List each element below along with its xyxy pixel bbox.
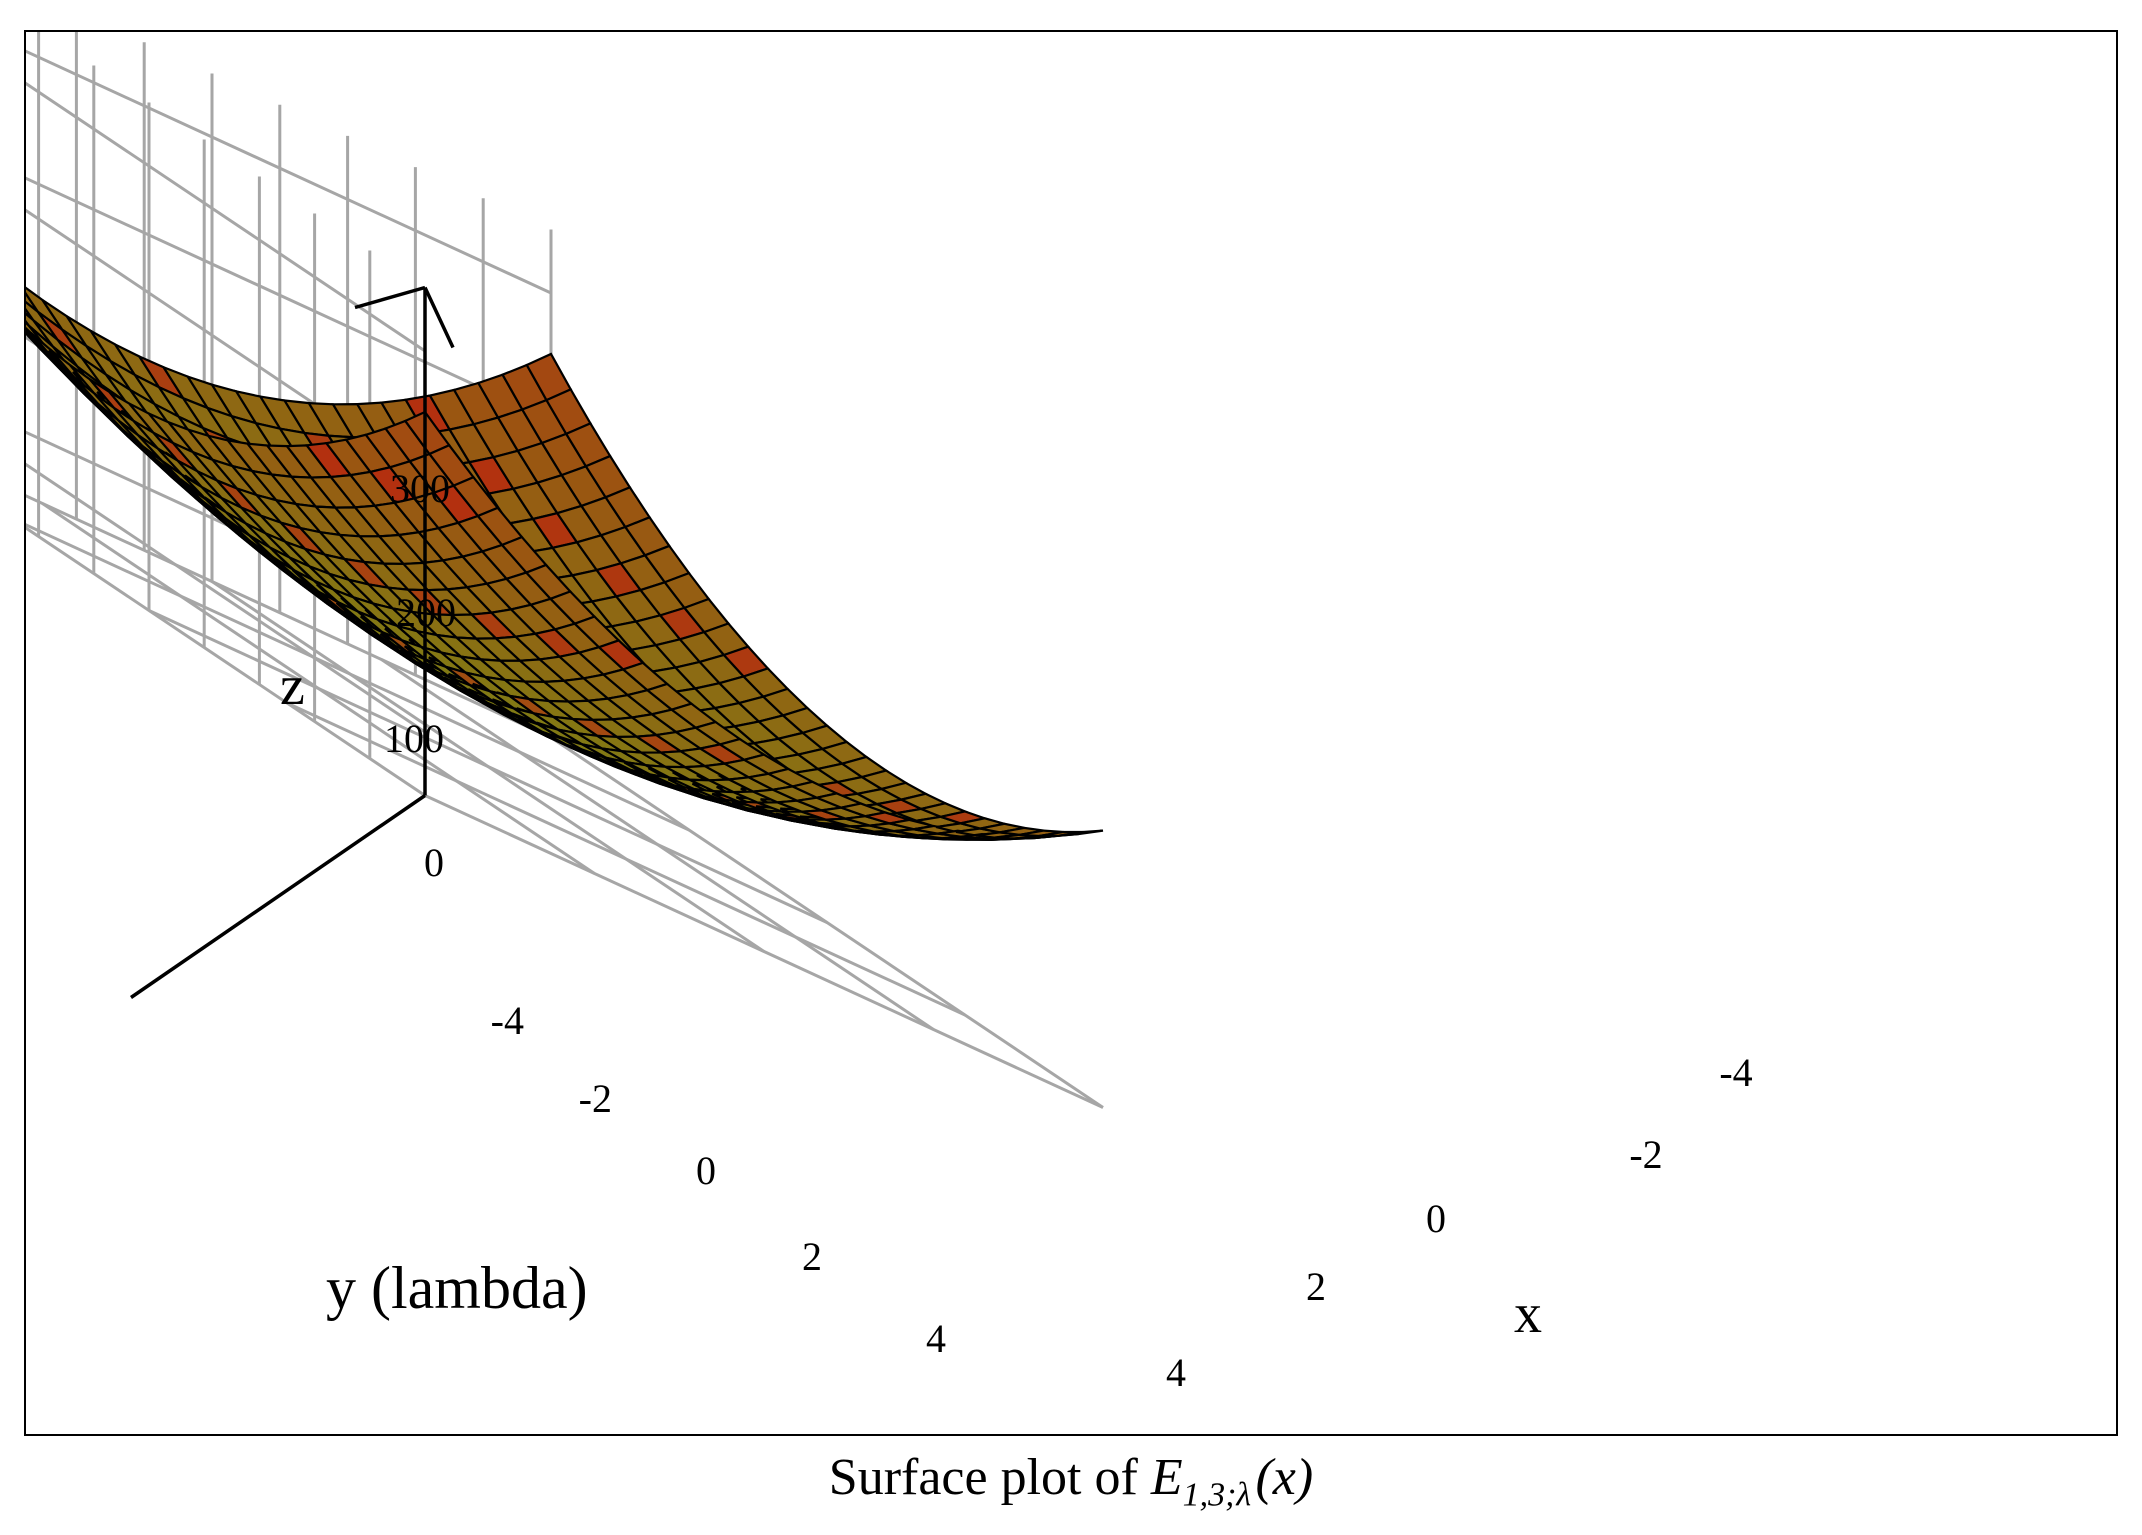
caption-symbol: E [1150, 1449, 1183, 1506]
caption-suffix: (x) [1255, 1449, 1314, 1506]
grid-line [380, 658, 935, 1031]
axes [130, 285, 455, 999]
grid-line [26, 176, 552, 480]
x-tick-label: 2 [1306, 1264, 1326, 1309]
grid-line [26, 49, 552, 353]
z-tick-label: 100 [384, 716, 444, 761]
y-tick-label: -2 [579, 1076, 612, 1121]
surface-plot: 0 100 200 300 -4 -2 0 2 4 -4 -2 0 2 4 z y (lambda) x [26, 32, 1753, 1395]
surface-mesh [26, 286, 1104, 841]
x-axis-label: x [1514, 1283, 1542, 1345]
y-tick-label: -4 [491, 998, 524, 1043]
caption-subscript: 1,3;λ [1182, 1476, 1252, 1514]
tick-labels: 0 100 200 300 -4 -2 0 2 4 -4 -2 0 2 4 [384, 466, 1753, 1395]
surface-cell [1058, 829, 1104, 837]
z-axis-arrow [423, 286, 455, 349]
y-tick-label: 2 [802, 1234, 822, 1279]
y-axis-label: y (lambda) [326, 1255, 588, 1321]
grid-line [211, 580, 765, 953]
y-tick-label: 4 [926, 1316, 946, 1361]
caption-prefix: Surface plot of [828, 1449, 1151, 1506]
x-tick-label: 4 [1166, 1350, 1186, 1395]
x-tick-label: -4 [1719, 1050, 1752, 1095]
z-tick-label: 0 [424, 840, 444, 885]
x-tick-label: -2 [1629, 1132, 1662, 1177]
z-tick-label: 300 [390, 466, 450, 511]
figure-caption: Surface plot of E1,3;λ (x) [0, 1448, 2142, 1514]
z-tick-label: 200 [396, 590, 456, 635]
grid-line [26, 526, 426, 797]
grid-line [550, 736, 1104, 1109]
x-tick-label: 0 [1426, 1196, 1446, 1241]
y-tick-label: 0 [696, 1148, 716, 1193]
z-axis-arrow [354, 285, 426, 310]
y-axis-line [130, 794, 426, 999]
grid-line [41, 502, 596, 875]
plot-frame: 0 100 200 300 -4 -2 0 2 4 -4 -2 0 2 4 z y (lambda) x [24, 30, 2118, 1436]
z-axis-label: z [280, 655, 305, 717]
